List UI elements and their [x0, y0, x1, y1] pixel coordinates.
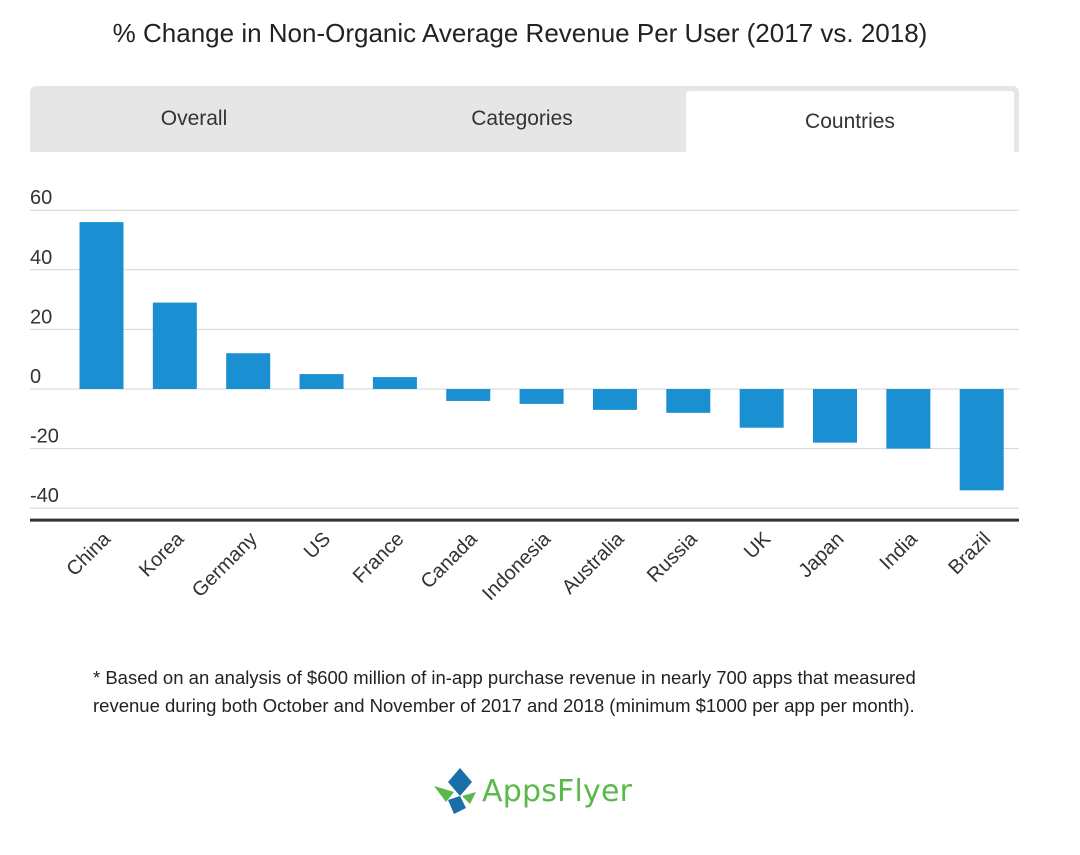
x-tick-label: Canada: [417, 527, 483, 593]
y-tick-label: -40: [30, 485, 59, 507]
y-tick-label: 40: [30, 247, 52, 269]
logo-text: AppsFlyer: [482, 773, 633, 809]
bar: [519, 389, 564, 404]
tab-countries[interactable]: Countries: [686, 91, 1014, 152]
x-tick-label: Japan: [794, 528, 848, 582]
bar: [813, 389, 857, 443]
tab-categories[interactable]: Categories: [471, 107, 573, 130]
y-tick-label: 60: [30, 187, 52, 209]
x-tick-label: Russia: [643, 527, 702, 586]
y-tick-label: 20: [30, 306, 52, 328]
bar: [959, 389, 1004, 491]
bar: [666, 389, 711, 413]
x-tick-label: US: [300, 528, 335, 563]
x-tick-label: Germany: [188, 528, 262, 602]
appsflyer-logo: AppsFlyer: [432, 765, 632, 817]
x-tick-label: Brazil: [944, 528, 995, 579]
bar: [226, 353, 271, 389]
bar: [372, 377, 417, 389]
x-tick-label: Korea: [135, 527, 189, 581]
x-tick-label: UK: [740, 528, 776, 564]
footnote: * Based on an analysis of $600 million o…: [93, 667, 916, 716]
x-tick-label: Australia: [558, 527, 629, 598]
x-tick-label: India: [876, 527, 923, 574]
bar: [446, 389, 491, 401]
y-tick-label: 0: [30, 366, 41, 388]
tab-bar: Overall Categories Countries: [30, 86, 1019, 152]
bar: [886, 389, 931, 449]
bar: [152, 302, 197, 389]
bar: [79, 222, 124, 389]
x-tick-label: France: [349, 528, 409, 588]
appsflyer-logo-icon: [434, 768, 476, 814]
bar: [299, 374, 344, 389]
chart-title: % Change in Non-Organic Average Revenue …: [112, 18, 928, 48]
x-tick-label: China: [63, 527, 116, 580]
tab-overall[interactable]: Overall: [160, 107, 228, 130]
bar: [739, 389, 784, 428]
x-tick-label: Indonesia: [478, 527, 556, 605]
y-tick-label: -20: [30, 426, 59, 448]
bar: [592, 389, 637, 410]
